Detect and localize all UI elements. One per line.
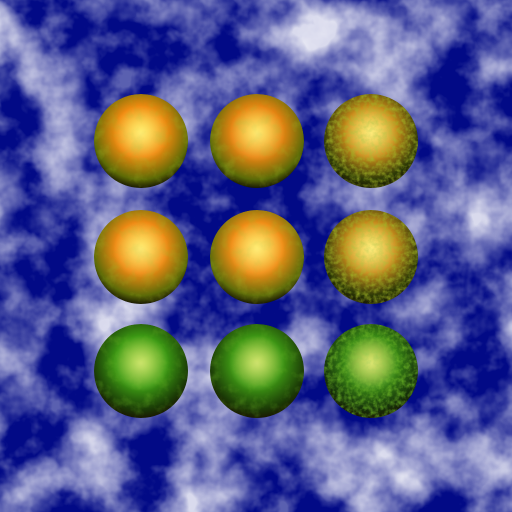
sphere-orange-smooth-r2c2	[210, 210, 304, 304]
sphere-texture	[324, 324, 418, 418]
sphere-orange-smooth-r2c1	[94, 210, 188, 304]
sphere-orange-smooth-r1c2	[210, 94, 304, 188]
sphere-green-smooth-r3c2	[210, 324, 304, 418]
sphere-texture	[94, 94, 188, 188]
sphere-orange-rough-r1c3	[324, 94, 418, 188]
sphere-texture	[324, 94, 418, 188]
sphere-texture	[324, 210, 418, 304]
sphere-texture	[94, 324, 188, 418]
sphere-orange-rough-r2c3	[324, 210, 418, 304]
sphere-green-smooth-r3c1	[94, 324, 188, 418]
sphere-texture	[210, 324, 304, 418]
sphere-green-rough-r3c3	[324, 324, 418, 418]
sphere-orange-smooth-r1c1	[94, 94, 188, 188]
sphere-texture	[210, 94, 304, 188]
sphere-texture	[94, 210, 188, 304]
sphere-texture	[210, 210, 304, 304]
